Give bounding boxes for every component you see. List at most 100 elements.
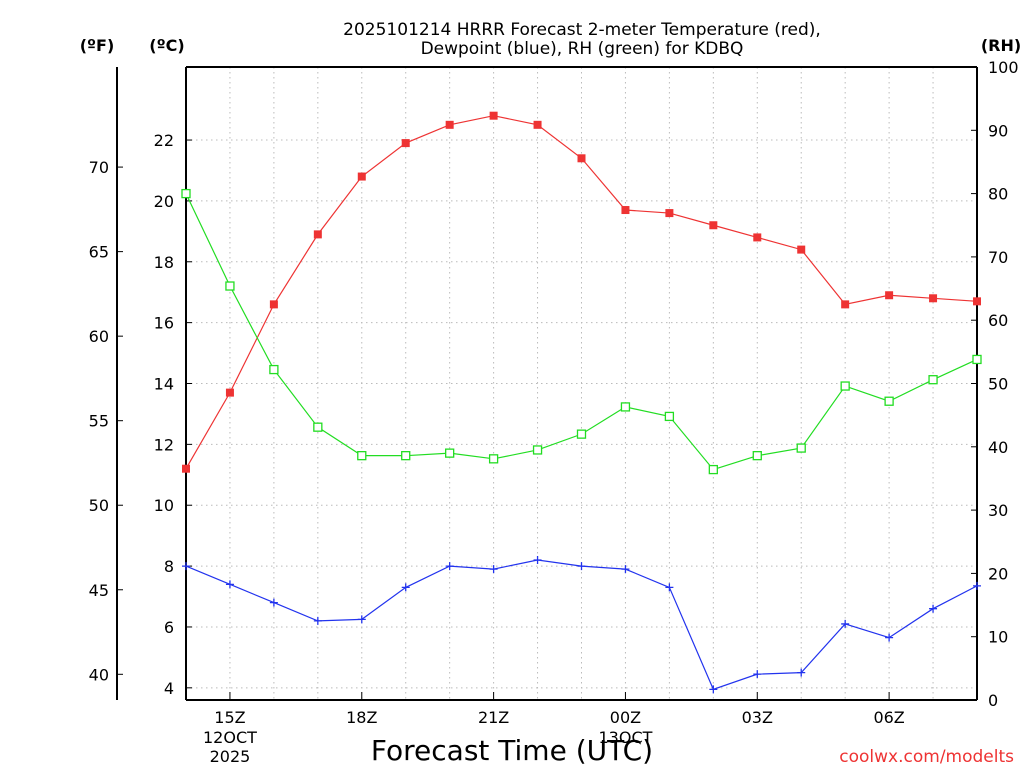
data-series bbox=[181, 111, 982, 694]
celsius-unit-label: (ºC) bbox=[149, 36, 184, 55]
dewpoint-point bbox=[445, 562, 454, 571]
watermark-text: coolwx.com/modelts bbox=[839, 747, 1014, 767]
date-label: 2025 bbox=[210, 747, 251, 766]
x-tick-label: 21Z bbox=[478, 708, 509, 727]
temperature-point bbox=[709, 221, 718, 230]
series-rh bbox=[181, 188, 982, 475]
dewpoint-point bbox=[621, 565, 630, 574]
rh-point bbox=[225, 281, 235, 291]
dewpoint-point bbox=[577, 562, 586, 571]
temperature-point bbox=[357, 172, 366, 181]
rh-tick-label: 40 bbox=[988, 438, 1008, 457]
chart-title-line2: Dewpoint (blue), RH (green) for KDBQ bbox=[421, 39, 744, 59]
rh-tick-label: 30 bbox=[988, 501, 1008, 520]
dewpoint-point bbox=[182, 562, 190, 571]
rh-point bbox=[796, 443, 806, 453]
celsius-tick-label: 18 bbox=[154, 253, 174, 272]
x-tick-label: 06Z bbox=[873, 708, 904, 727]
fahrenheit-tick-label: 50 bbox=[89, 496, 109, 515]
dewpoint-point bbox=[269, 598, 278, 607]
temperature-point bbox=[533, 120, 542, 129]
fahrenheit-tick-label: 65 bbox=[89, 243, 109, 262]
celsius-tick-label: 16 bbox=[154, 314, 174, 333]
fahrenheit-tick-label: 45 bbox=[89, 581, 109, 600]
rh-tick-label: 100 bbox=[988, 58, 1019, 77]
rh-point bbox=[488, 454, 499, 464]
dewpoint-point bbox=[709, 685, 718, 694]
temperature-point bbox=[489, 111, 498, 120]
dewpoint-point bbox=[357, 615, 366, 624]
rh-unit-label: (RH) bbox=[981, 36, 1021, 55]
chart-title-line1: 2025101214 HRRR Forecast 2-meter Tempera… bbox=[343, 20, 821, 40]
dewpoint-point bbox=[401, 583, 410, 592]
tick-labels: 40 45 50 55 60 65 70 4 6 8 10 12 14 16 18 20 22 0 10 20 30 40… bbox=[89, 58, 1019, 766]
temperature-point bbox=[401, 139, 410, 148]
rh-point bbox=[181, 188, 191, 199]
rh-tick-label: 90 bbox=[988, 121, 1008, 140]
rh-point bbox=[401, 451, 411, 461]
celsius-tick-label: 20 bbox=[154, 192, 174, 211]
x-tick-label: 03Z bbox=[742, 708, 773, 727]
rh-tick-label: 50 bbox=[988, 375, 1008, 394]
temperature-point bbox=[797, 245, 806, 254]
temperature-point bbox=[841, 300, 850, 309]
celsius-tick-label: 6 bbox=[164, 618, 174, 637]
rh-point bbox=[972, 354, 982, 365]
rh-point bbox=[752, 451, 762, 461]
date-label: 12OCT bbox=[203, 728, 257, 747]
grid-lines bbox=[186, 67, 977, 700]
rh-tick-label: 80 bbox=[988, 185, 1008, 204]
rh-point bbox=[664, 411, 675, 422]
dewpoint-point bbox=[885, 633, 894, 642]
temperature-point bbox=[665, 209, 674, 218]
temperature-point bbox=[753, 233, 762, 242]
dewpoint-point bbox=[533, 556, 542, 565]
x-tick-label: 15Z bbox=[214, 708, 245, 727]
temperature-point bbox=[269, 300, 278, 309]
rh-point bbox=[269, 364, 279, 375]
dewpoint-point bbox=[225, 580, 234, 589]
celsius-tick-label: 8 bbox=[164, 557, 174, 576]
fahrenheit-tick-label: 55 bbox=[89, 412, 109, 431]
celsius-tick-label: 22 bbox=[154, 131, 174, 150]
fahrenheit-tick-label: 70 bbox=[89, 158, 109, 177]
temperature-point bbox=[885, 291, 894, 300]
temperature-point bbox=[313, 230, 322, 239]
temperature-point bbox=[182, 464, 190, 473]
celsius-tick-label: 12 bbox=[154, 435, 174, 454]
dewpoint-line bbox=[185, 559, 978, 691]
temperature-point bbox=[225, 388, 234, 397]
x-tick-label: 18Z bbox=[346, 708, 377, 727]
dewpoint-point bbox=[313, 616, 322, 625]
rh-point bbox=[313, 422, 323, 432]
temperature-point bbox=[929, 294, 938, 303]
x-tick-label: 00Z bbox=[610, 708, 641, 727]
rh-tick-label: 70 bbox=[988, 248, 1008, 267]
rh-point bbox=[576, 429, 587, 439]
fahrenheit-tick-label: 40 bbox=[89, 665, 109, 684]
rh-point bbox=[357, 451, 367, 461]
temperature-point bbox=[445, 120, 454, 129]
fahrenheit-tick-label: 60 bbox=[89, 327, 109, 346]
rh-point bbox=[620, 402, 631, 412]
rh-tick-label: 20 bbox=[988, 564, 1008, 583]
rh-point bbox=[928, 375, 938, 385]
series-dewpoint bbox=[182, 556, 981, 694]
celsius-tick-label: 4 bbox=[164, 679, 174, 698]
axes bbox=[116, 66, 978, 701]
dewpoint-point bbox=[753, 670, 762, 679]
dewpoint-point bbox=[489, 565, 498, 574]
rh-tick-label: 0 bbox=[988, 691, 998, 710]
fahrenheit-unit-label: (ºF) bbox=[80, 36, 115, 55]
rh-point bbox=[840, 381, 850, 391]
rh-point bbox=[532, 445, 543, 455]
series-temperature bbox=[182, 111, 981, 473]
celsius-tick-label: 14 bbox=[154, 375, 174, 394]
rh-tick-label: 10 bbox=[988, 628, 1008, 647]
dewpoint-point bbox=[973, 581, 981, 590]
rh-point bbox=[445, 448, 455, 458]
rh-tick-label: 60 bbox=[988, 311, 1008, 330]
dewpoint-point bbox=[929, 604, 938, 613]
dewpoint-point bbox=[665, 583, 674, 592]
